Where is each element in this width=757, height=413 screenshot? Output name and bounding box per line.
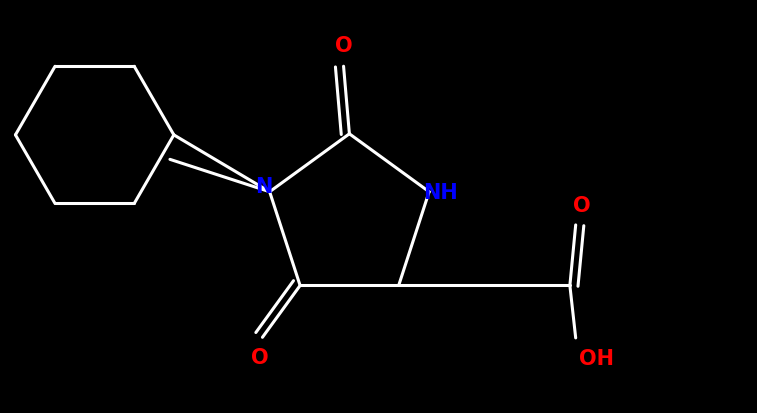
Text: NH: NH: [423, 182, 458, 202]
Text: OH: OH: [579, 348, 614, 368]
Text: O: O: [573, 196, 590, 216]
Text: N: N: [255, 176, 273, 197]
Text: O: O: [335, 36, 352, 56]
Text: O: O: [251, 347, 269, 367]
